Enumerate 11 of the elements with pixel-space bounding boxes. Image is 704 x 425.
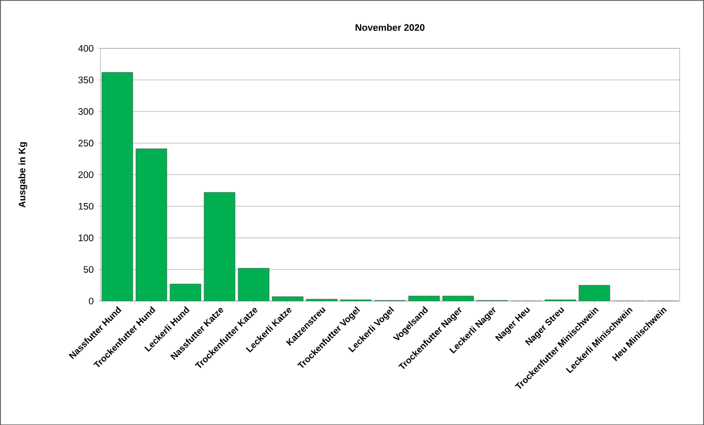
y-tick-label: 50 [84,266,94,273]
y-tick-label: 250 [78,140,94,146]
y-tick-label: 300 [78,108,94,115]
y-tick-label: 200 [78,171,94,178]
y-tick-label: 150 [78,202,94,210]
chart-title: November 2020 [356,24,424,31]
y-tick-label: 350 [78,76,94,84]
y-tick-label: 0 [88,298,94,304]
y-tick-label: 400 [78,44,94,52]
y-tick-label: 100 [78,234,94,242]
y-axis-title: Ausgabe in Kg [18,142,28,208]
